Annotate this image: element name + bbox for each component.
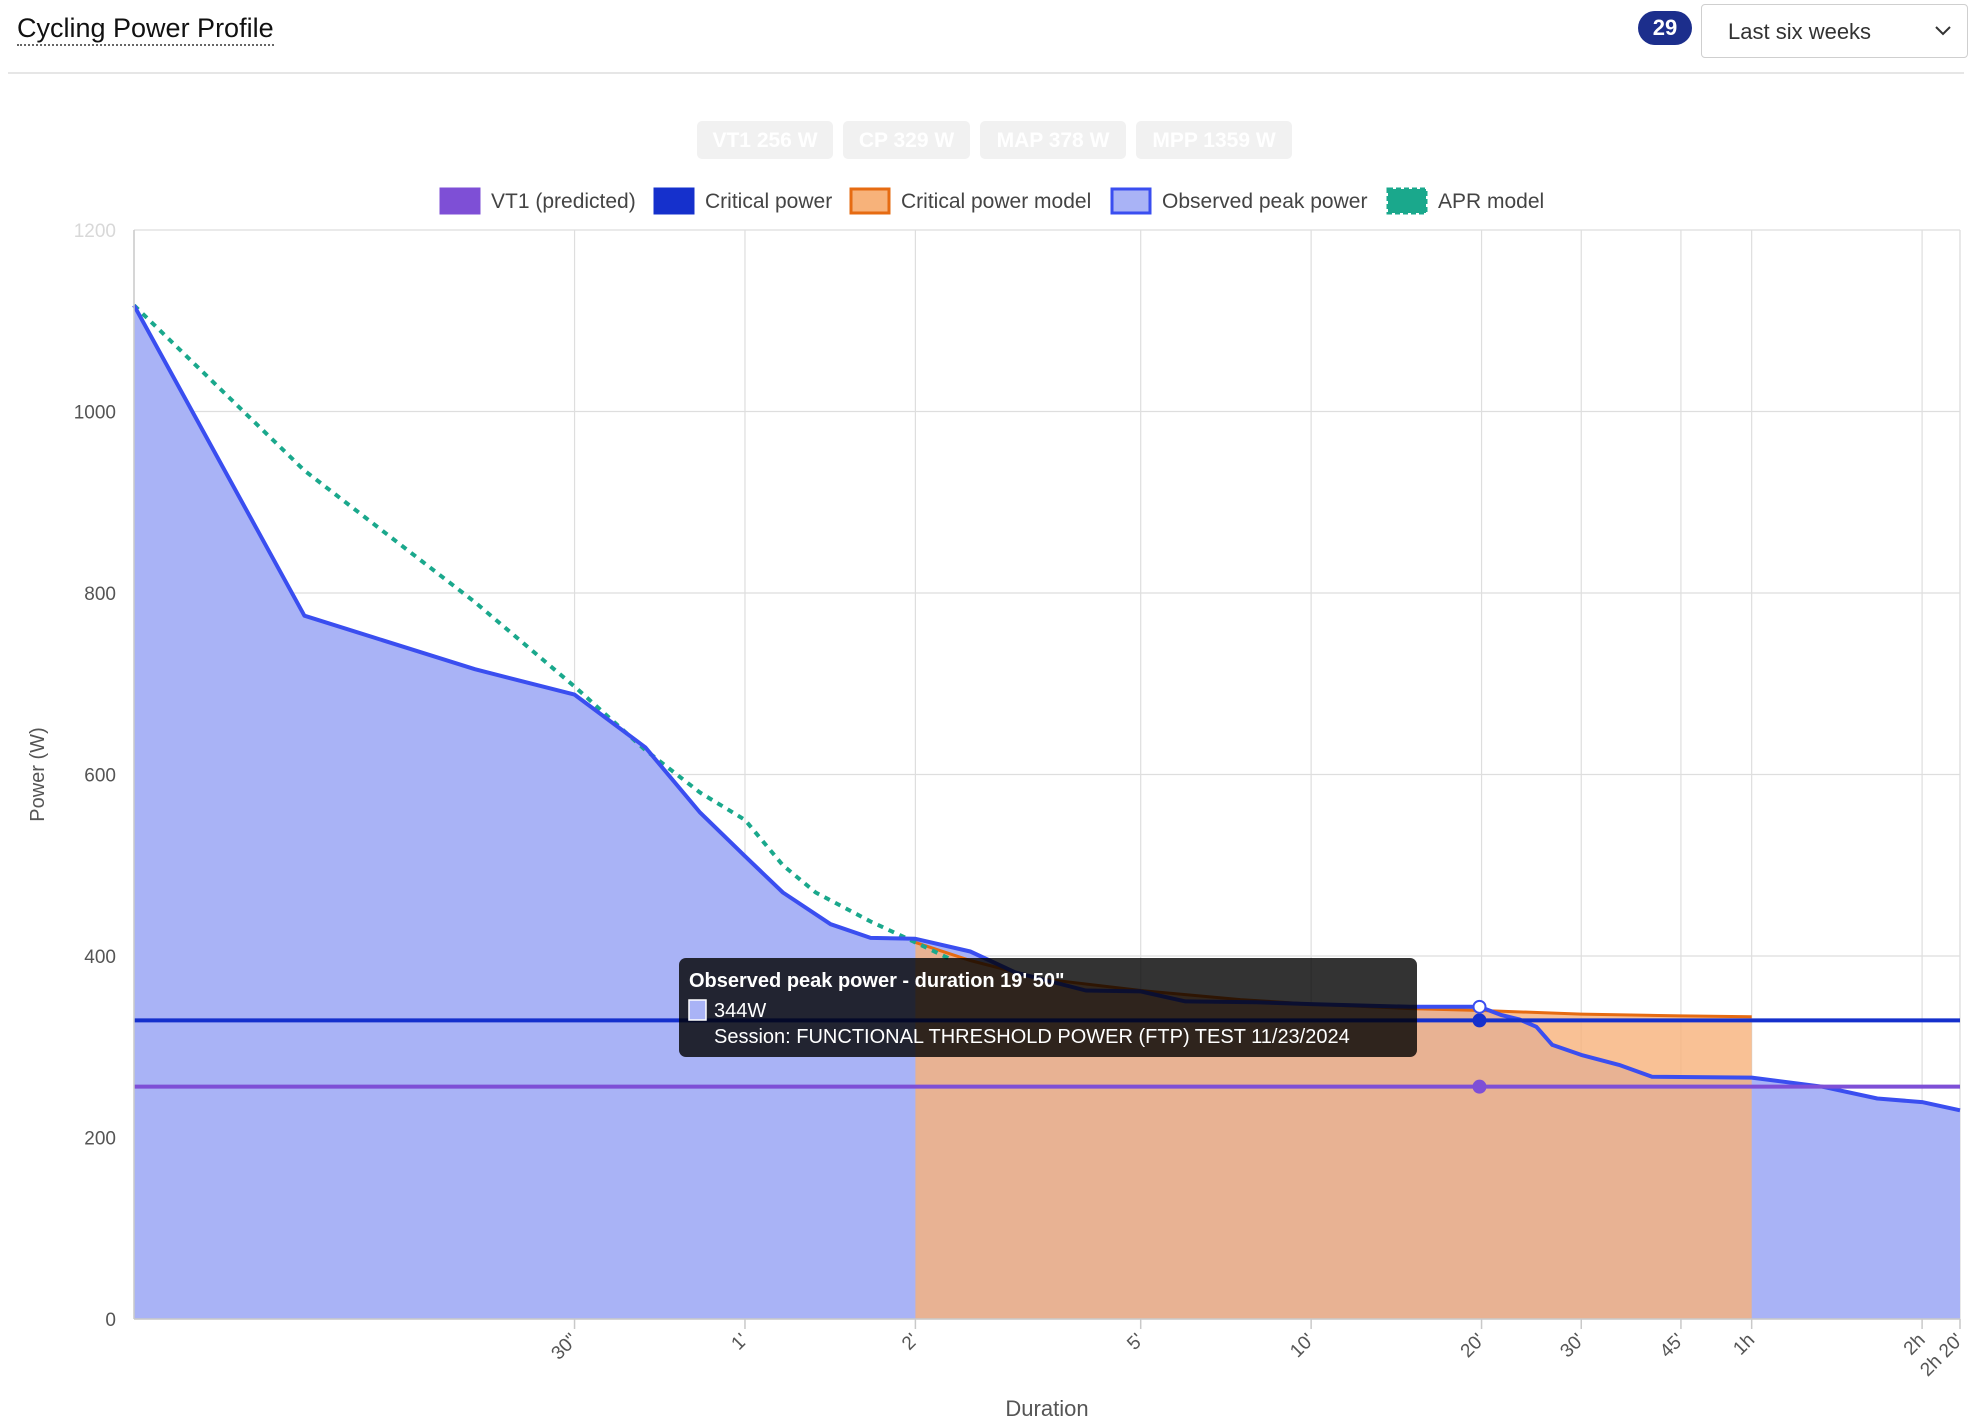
legend-label: Critical power model bbox=[901, 190, 1091, 213]
summary-chip[interactable]: MPP 1359 W bbox=[1136, 121, 1292, 159]
tooltip-swatch bbox=[688, 999, 707, 1021]
summary-chip-bg bbox=[980, 121, 1126, 159]
summary-chips: VT1 256 W CP 329 W MAP 378 W MPP 1359 W bbox=[697, 121, 1292, 159]
summary-chip[interactable]: MAP 378 W bbox=[980, 121, 1126, 159]
summary-chip-bg bbox=[843, 121, 970, 159]
session-count-badge: 29 bbox=[1638, 11, 1692, 45]
critical-power-marker bbox=[1472, 1013, 1487, 1028]
x-tick-label: 2h 20' bbox=[1916, 1330, 1967, 1381]
legend-item-observed[interactable]: Observed peak power bbox=[1110, 187, 1367, 215]
time-range-value: Last six weeks bbox=[1728, 19, 1872, 44]
legend-item-cp_model[interactable]: Critical power model bbox=[849, 187, 1091, 215]
legend-item-critical_power[interactable]: Critical power bbox=[653, 187, 832, 215]
summary-chip-bg bbox=[697, 121, 833, 159]
y-tick-label: 400 bbox=[84, 947, 116, 968]
summary-chip-bg bbox=[1136, 121, 1292, 159]
apr-model-line bbox=[132, 303, 955, 963]
observed-peak-marker bbox=[1472, 999, 1487, 1014]
x-tick-label: 30' bbox=[1556, 1330, 1588, 1362]
legend-label: APR model bbox=[1438, 190, 1544, 213]
legend-item-apr[interactable]: APR model bbox=[1386, 187, 1544, 215]
legend-swatch bbox=[653, 187, 695, 215]
y-tick-label: 1000 bbox=[74, 403, 116, 424]
page-header: Cycling Power Profile 29 Last six weeks bbox=[8, 0, 1968, 74]
tooltip-box bbox=[679, 958, 1417, 1057]
chart-legend: VT1 (predicted) Critical power Critical po… bbox=[439, 187, 1544, 215]
legend-item-vt1[interactable]: VT1 (predicted) bbox=[439, 187, 636, 215]
y-tick-label: 1200 bbox=[74, 221, 116, 242]
y-tick-label: 800 bbox=[84, 584, 116, 605]
x-tick-label: 10' bbox=[1286, 1330, 1318, 1362]
y-tick-label: 200 bbox=[84, 1129, 116, 1150]
x-tick-label: 2h bbox=[1900, 1330, 1930, 1360]
tooltip-session: Session: FUNCTIONAL THRESHOLD POWER (FTP… bbox=[714, 1026, 1350, 1048]
tooltip-value: 344W bbox=[714, 1000, 766, 1022]
x-tick-label: 1' bbox=[728, 1330, 753, 1355]
page-title[interactable]: Cycling Power Profile bbox=[17, 13, 274, 46]
x-tick-label: 5' bbox=[1123, 1330, 1148, 1355]
time-range-select[interactable]: Last six weeks bbox=[1701, 4, 1968, 58]
summary-chip-label: VT1 256 W bbox=[712, 129, 817, 152]
x-tick-label: 45' bbox=[1656, 1330, 1688, 1362]
summary-chip-label: MAP 378 W bbox=[997, 129, 1110, 152]
summary-chip-label: CP 329 W bbox=[859, 129, 954, 152]
summary-chip-label: MPP 1359 W bbox=[1152, 129, 1276, 152]
legend-swatch bbox=[1386, 187, 1428, 215]
x-tick-label: 1h bbox=[1729, 1330, 1759, 1360]
legend-label: Observed peak power bbox=[1162, 190, 1367, 213]
y-tick-label: 0 bbox=[105, 1310, 116, 1331]
summary-chip[interactable]: CP 329 W bbox=[843, 121, 970, 159]
chart-tooltip: Observed peak power - duration 19' 50" 34… bbox=[679, 958, 1417, 1057]
legend-label: Critical power bbox=[705, 190, 832, 213]
x-axis-title: Duration bbox=[1005, 1396, 1088, 1421]
chart-series bbox=[132, 303, 1961, 1319]
x-tick-label: 20' bbox=[1457, 1330, 1489, 1362]
legend-swatch bbox=[1110, 187, 1152, 215]
legend-swatch bbox=[849, 187, 891, 215]
tooltip-title: Observed peak power - duration 19' 50" bbox=[689, 970, 1064, 992]
vt1-marker bbox=[1472, 1079, 1487, 1094]
legend-label: VT1 (predicted) bbox=[491, 190, 636, 213]
y-tick-label: 600 bbox=[84, 766, 116, 787]
summary-chip[interactable]: VT1 256 W bbox=[697, 121, 833, 159]
legend-swatch bbox=[439, 187, 481, 215]
x-tick-label: 2' bbox=[898, 1330, 923, 1355]
y-axis-title: Power (W) bbox=[27, 727, 49, 821]
x-tick-label: 30" bbox=[548, 1330, 583, 1365]
chevron-down-icon bbox=[1933, 19, 1953, 48]
